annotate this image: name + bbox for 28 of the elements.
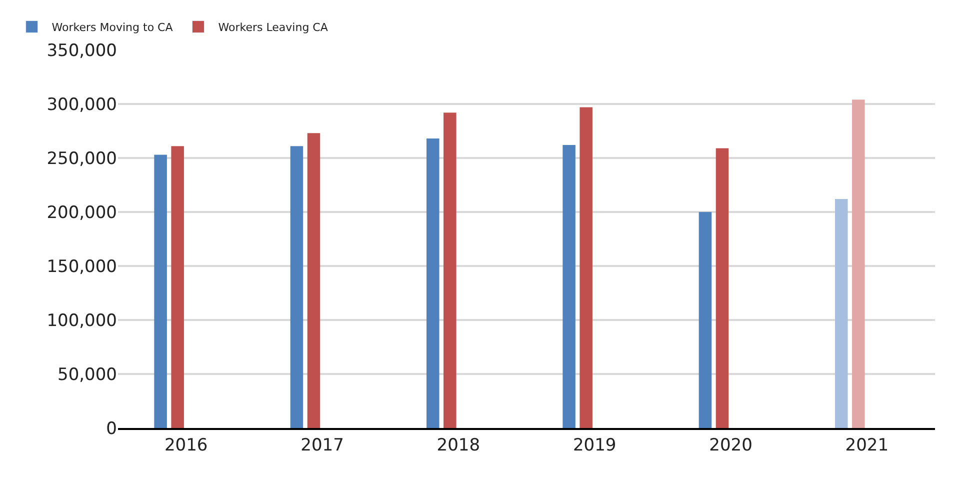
y-tick-label: 300,000: [46, 94, 117, 115]
y-tick-label: 250,000: [46, 148, 117, 169]
y-tick-label: 50,000: [58, 364, 117, 385]
bar: [307, 133, 320, 428]
bar: [852, 100, 865, 428]
y-tick-label: 150,000: [46, 256, 117, 277]
bar: [171, 146, 184, 428]
y-tick-label: 350,000: [46, 40, 117, 61]
bar: [835, 199, 848, 428]
y-tick-label: 200,000: [46, 202, 117, 223]
bar: [426, 138, 440, 428]
x-tick-label: 2019: [572, 435, 616, 456]
legend-label: Workers Leaving CA: [218, 20, 328, 34]
x-tick-label: 2017: [300, 435, 344, 456]
x-tick-label: 2016: [164, 435, 208, 456]
y-tick-label: 100,000: [46, 310, 117, 331]
y-tick-label: 0: [106, 418, 117, 439]
legend-label: Workers Moving to CA: [52, 20, 174, 34]
bar: [444, 112, 456, 428]
bar: [154, 154, 167, 428]
bar: [562, 145, 576, 428]
x-tick-label: 2020: [709, 435, 752, 456]
bar: [580, 107, 592, 428]
bar: [716, 148, 729, 428]
x-tick-label: 2021: [845, 435, 889, 456]
x-tick-label: 2018: [436, 435, 480, 456]
bar: [698, 212, 712, 428]
bar: [290, 146, 304, 428]
